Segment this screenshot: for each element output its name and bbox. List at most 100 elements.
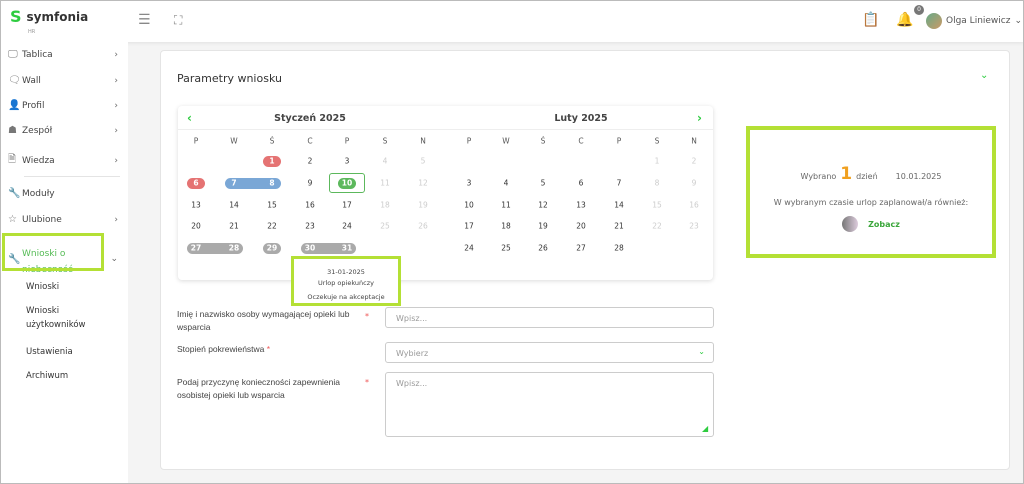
leave-range[interactable] <box>301 242 356 254</box>
next-month-icon[interactable]: › <box>697 111 702 125</box>
calendar-day[interactable]: 18 <box>501 221 511 231</box>
calendar-day[interactable]: 8 <box>654 178 660 188</box>
bell-icon[interactable]: 🔔 <box>896 12 914 28</box>
avatar <box>842 216 859 232</box>
calendar-day[interactable]: 22 <box>267 221 277 231</box>
calendar-day[interactable]: 27 <box>576 243 586 253</box>
calendar-day[interactable]: 5 <box>540 178 546 188</box>
calendar-day[interactable]: 10 <box>341 178 353 188</box>
prev-month-icon[interactable]: ‹ <box>187 111 192 125</box>
calendar-day[interactable]: 17 <box>342 200 352 210</box>
relation-select[interactable]: Wybierz ⌄ <box>385 342 714 363</box>
calendar-day[interactable]: 4 <box>382 156 388 166</box>
calendar-day[interactable]: 3 <box>466 178 472 188</box>
calendar-day[interactable]: 17 <box>464 221 474 231</box>
calendar-day[interactable]: 21 <box>229 221 239 231</box>
calendar-day[interactable]: 27 <box>190 243 202 253</box>
user-menu[interactable]: Olga Liniewicz ⌄ <box>926 13 1022 29</box>
sidebar-item-6[interactable]: ☆ Ulubione › <box>8 214 118 225</box>
calendar-day[interactable]: 7 <box>616 178 622 188</box>
collapse-chevron-icon[interactable]: ⌄ <box>980 70 989 81</box>
leave-range[interactable] <box>338 177 356 189</box>
calendar-day[interactable]: 29 <box>266 243 278 253</box>
calendar-day[interactable]: 25 <box>380 221 390 231</box>
calendar-day[interactable]: 24 <box>464 243 474 253</box>
sidebar-item-5[interactable]: 🔧 Moduły <box>8 188 55 199</box>
calendar-day[interactable]: 12 <box>538 200 548 210</box>
calendar-day[interactable]: 24 <box>342 221 352 231</box>
leave-range[interactable] <box>263 242 281 254</box>
calendar-day[interactable]: 9 <box>307 178 313 188</box>
leave-range[interactable] <box>187 177 205 189</box>
calendar-day[interactable]: 16 <box>305 200 315 210</box>
calendar-day[interactable]: 12 <box>418 178 428 188</box>
calendar-day[interactable]: 26 <box>538 243 548 253</box>
sidebar-item-2[interactable]: 👤 Profil › <box>8 100 118 111</box>
weekday-label: Ś <box>540 136 546 146</box>
also-planned-text: W wybranym czasie urlop zaplanował/a rów… <box>773 198 969 207</box>
calendar-day[interactable]: 31 <box>341 243 353 253</box>
calendar-day[interactable]: 16 <box>689 200 699 210</box>
sidebar-subitem-3[interactable]: Archiwum <box>26 371 69 381</box>
leave-range[interactable] <box>263 155 281 167</box>
calendar-day[interactable]: 1 <box>269 156 275 166</box>
wrench-icon: 🔧 <box>8 188 21 199</box>
month-title: Styczeń 2025 <box>274 113 346 124</box>
calendar-day[interactable]: 15 <box>267 200 277 210</box>
leave-range[interactable] <box>187 242 243 254</box>
see-link[interactable]: Zobacz <box>868 219 900 229</box>
leave-range[interactable] <box>225 177 281 189</box>
sidebar-item-3[interactable]: ☗ Zespół › <box>8 125 118 136</box>
calendar-day[interactable]: 1 <box>654 156 660 166</box>
calendar-day[interactable]: 18 <box>380 200 390 210</box>
calendar-day[interactable]: 2 <box>691 156 697 166</box>
sidebar-subitem-1[interactable]: Wnioski użytkowników <box>26 306 86 330</box>
calendar-day[interactable]: 23 <box>305 221 315 231</box>
calendar-day[interactable]: 20 <box>576 221 586 231</box>
calendar-day[interactable]: 28 <box>614 243 624 253</box>
calendar-day[interactable]: 4 <box>503 178 509 188</box>
reason-textarea[interactable]: Wpisz... <box>385 372 714 437</box>
sidebar-subitem-2[interactable]: Ustawienia <box>26 347 73 357</box>
calendar-day[interactable]: 6 <box>578 178 584 188</box>
calendar-day[interactable]: 3 <box>344 156 350 166</box>
calendar-day[interactable]: 14 <box>229 200 239 210</box>
fullscreen-icon[interactable]: ⛶ <box>174 13 183 27</box>
calendar-day[interactable]: 6 <box>193 178 199 188</box>
logo-icon: S <box>10 7 22 26</box>
calendar-day[interactable]: 19 <box>418 200 428 210</box>
person-name-input[interactable]: Wpisz... <box>385 307 714 328</box>
resize-handle-icon[interactable]: ◢ <box>702 424 709 433</box>
weekday-label: W <box>230 136 238 146</box>
menu-icon[interactable]: ☰ <box>138 12 151 28</box>
calendar-day[interactable]: 11 <box>501 200 511 210</box>
tooltip-type: Urlop opiekuńczy <box>318 279 374 287</box>
calendar-day[interactable]: 5 <box>420 156 426 166</box>
calendar-day[interactable]: 19 <box>538 221 548 231</box>
calendar-day[interactable]: 15 <box>652 200 662 210</box>
calendar-day[interactable]: 2 <box>307 156 313 166</box>
calendar-day[interactable]: 28 <box>228 243 240 253</box>
sidebar-subitem-0[interactable]: Wnioski <box>26 282 60 292</box>
sidebar-item-1[interactable]: 🗨 Wall › <box>8 75 118 86</box>
calendar-day[interactable]: 20 <box>191 221 201 231</box>
calendar-day[interactable]: 9 <box>691 178 697 188</box>
sidebar-item-0[interactable]: 🖵 Tablica › <box>8 49 118 60</box>
calendar-day[interactable]: 23 <box>689 221 699 231</box>
calendar-day[interactable]: 30 <box>304 243 316 253</box>
calendar-day[interactable]: 13 <box>191 200 201 210</box>
calendar-day[interactable]: 10 <box>464 200 474 210</box>
sidebar-item-4[interactable]: 🗎 Wiedza › <box>8 152 120 169</box>
calendar-day[interactable]: 22 <box>652 221 662 231</box>
calendar-day[interactable]: 26 <box>418 221 428 231</box>
calendar-day[interactable]: 11 <box>380 178 390 188</box>
calendar-day[interactable]: 7 <box>231 178 237 188</box>
clipboard-icon[interactable]: 📋 <box>862 12 880 28</box>
calendar-day[interactable]: 25 <box>501 243 511 253</box>
calendar-day[interactable]: 14 <box>614 200 624 210</box>
calendar-day[interactable]: 8 <box>269 178 275 188</box>
calendar-day[interactable]: 21 <box>614 221 624 231</box>
calendar-day[interactable]: 13 <box>576 200 586 210</box>
